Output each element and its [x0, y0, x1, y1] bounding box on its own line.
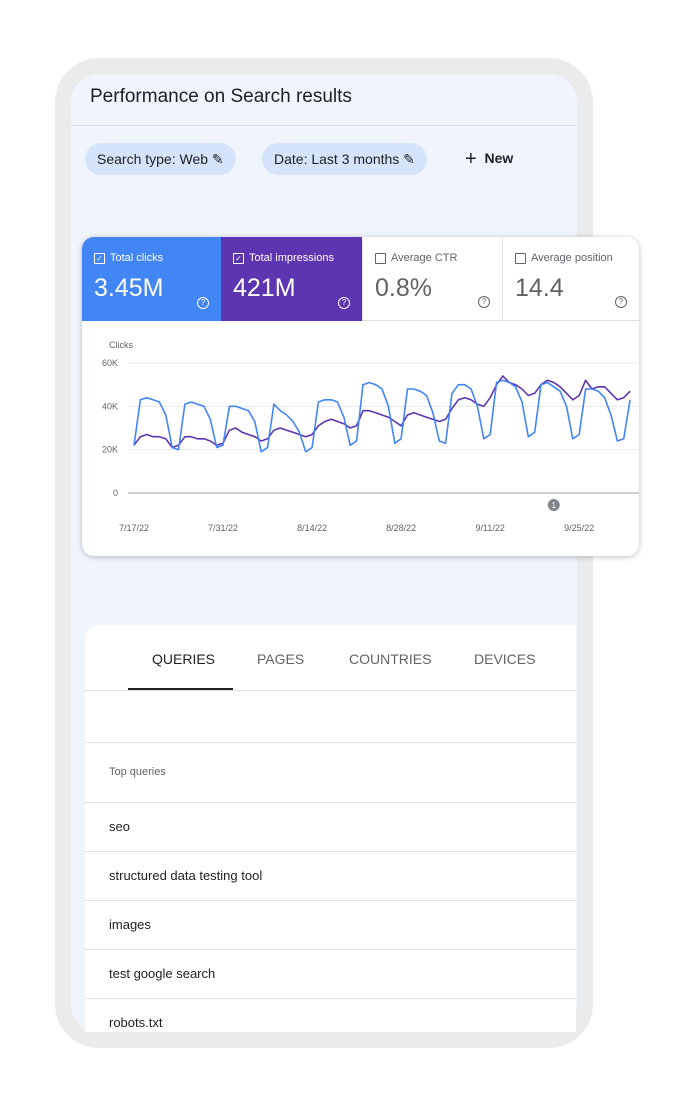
table-row[interactable]: robots.txt	[109, 1015, 163, 1030]
annotation-label: 1	[552, 501, 557, 510]
row-divider	[85, 900, 576, 901]
table-row[interactable]: images	[109, 917, 151, 932]
row-divider	[85, 742, 576, 743]
new-button[interactable]: + New	[465, 148, 514, 170]
table-row[interactable]: seo	[109, 819, 130, 834]
metric-value: 0.8%	[375, 274, 432, 302]
metric-tile[interactable]: Average position 14.4?	[502, 237, 639, 321]
table-panel: Top queries QUERIES PAGES COUNTRIES DEVICES…	[85, 625, 576, 1032]
checkbox: ✓	[94, 252, 105, 264]
metric-label-text: Average position	[531, 252, 613, 264]
tab[interactable]: QUERIES	[152, 651, 216, 667]
divider	[71, 125, 576, 126]
chart: Clicks 0 20K 40K 60K 7/17/22 7/31/22 8/14/22 8/2…	[102, 340, 639, 533]
metric-label-text: Total impressions	[249, 252, 334, 264]
chip-label: Search type: Web	[97, 151, 209, 167]
x-tick-label: 7/17/22	[119, 523, 149, 533]
table-header: Top queries	[109, 766, 166, 778]
help-icon: ?	[615, 296, 627, 308]
row-divider	[85, 949, 576, 950]
metric-tile[interactable]: ✓ Total impressions 421M?	[221, 237, 362, 321]
filter-chip[interactable]: Search type: Web ✎	[85, 143, 236, 175]
y-tick-label: 40K	[102, 401, 118, 411]
x-tick-label: 7/31/22	[208, 523, 238, 533]
tab-indicator	[128, 688, 233, 690]
chart-card: Clicks 0 20K 40K 60K 7/17/22 7/31/22 8/14/22 8/2…	[82, 237, 639, 556]
annotation[interactable]: 1	[547, 499, 560, 511]
tab-divider	[85, 690, 576, 691]
help-icon: ?	[338, 297, 350, 309]
annotation-marker	[547, 499, 560, 511]
checkbox	[515, 252, 526, 264]
tab[interactable]: PAGES	[257, 651, 305, 667]
filter-chip[interactable]: Date: Last 3 months ✎	[262, 143, 427, 175]
help-icon: ?	[478, 296, 490, 308]
table-row[interactable]: test google search	[109, 966, 216, 981]
x-tick-label: 8/28/22	[386, 523, 416, 533]
y-axis-label: Clicks	[109, 340, 133, 350]
metric-label: Average CTR	[375, 252, 502, 264]
series-line	[133, 375, 631, 449]
metric-label: ✓ Total impressions	[233, 252, 362, 264]
metric-tile[interactable]: Average CTR 0.8%?	[362, 237, 502, 321]
metric-label: Average position	[515, 252, 639, 264]
metric-value: 421M	[233, 274, 296, 302]
row-divider	[85, 802, 576, 803]
y-tick-label: 20K	[102, 445, 118, 455]
y-tick-label: 0	[113, 488, 118, 498]
x-tick-label: 9/25/22	[564, 523, 594, 533]
row-divider	[85, 851, 576, 852]
tab[interactable]: DEVICES	[474, 651, 536, 667]
table-row[interactable]: structured data testing tool	[109, 868, 263, 883]
metric-label-text: Total clicks	[110, 252, 164, 264]
metric-label-text: Average CTR	[391, 252, 458, 264]
metric-tile[interactable]: ✓ Total clicks 3.45M?	[82, 237, 221, 321]
series-line	[133, 379, 631, 453]
x-tick-label: 8/14/22	[297, 523, 327, 533]
page-title: Performance on Search results	[90, 86, 352, 107]
metric-value: 14.4	[515, 274, 564, 302]
row-divider	[85, 998, 576, 999]
checkbox	[375, 252, 386, 264]
new-label: New	[484, 150, 514, 166]
help-icon: ?	[197, 297, 209, 309]
x-tick-label: 9/11/22	[475, 523, 504, 533]
chip-label: Date: Last 3 months	[274, 151, 400, 167]
metric-label: ✓ Total clicks	[94, 252, 221, 264]
checkbox: ✓	[233, 252, 244, 264]
metric-value: 3.45M	[94, 274, 164, 302]
tab[interactable]: COUNTRIES	[349, 651, 432, 667]
y-tick-label: 60K	[102, 358, 118, 368]
